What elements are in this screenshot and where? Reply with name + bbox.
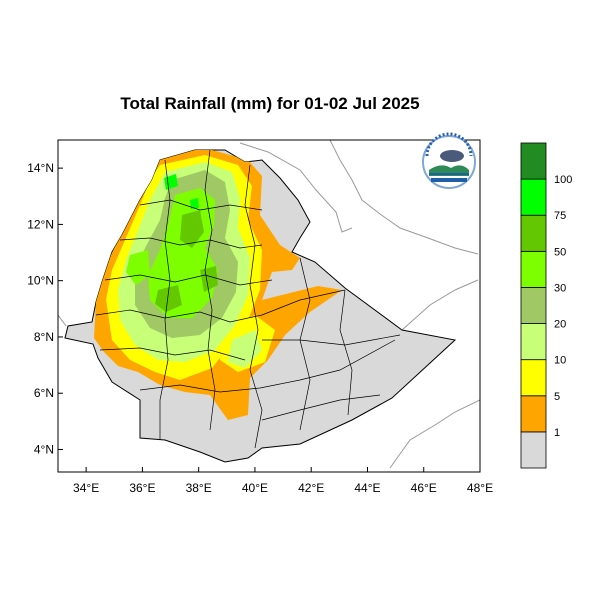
legend-swatch: [520, 395, 547, 433]
legend-label: 20: [554, 319, 566, 331]
x-tick-label: 36°E: [129, 481, 155, 495]
region-boundaries: [95, 150, 401, 449]
y-tick-label: 4°N: [34, 442, 54, 456]
legend-swatch: [520, 287, 547, 324]
map-frame: [57, 139, 481, 473]
legend-label: 10: [554, 355, 566, 367]
colorbar-legend: 1 5 10 20 30 50 75 100: [520, 142, 572, 469]
legend-label: 1: [554, 427, 560, 439]
x-tick-label: 34°E: [73, 481, 99, 495]
legend-label: 5: [554, 391, 560, 403]
legend-swatch: [520, 142, 547, 180]
rainfall-field: [94, 150, 342, 420]
axis-ticks: 34°E 36°E 38°E 40°E 42°E 44°E 46°E 48°E 14°N 12°N…: [27, 161, 493, 495]
y-tick-label: 8°N: [34, 330, 54, 344]
x-tick-label: 38°E: [186, 481, 212, 495]
legend-swatch: [520, 323, 547, 361]
legend-label: 30: [554, 282, 566, 294]
x-tick-label: 40°E: [242, 481, 268, 495]
legend-label: 100: [554, 174, 572, 186]
neighbor-boundaries: [58, 140, 480, 469]
x-tick-label: 44°E: [354, 481, 380, 495]
x-tick-label: 48°E: [467, 481, 493, 495]
legend-swatch: [520, 431, 547, 469]
agency-logo: [422, 132, 476, 189]
y-tick-label: 14°N: [27, 161, 54, 175]
legend-label: 75: [554, 210, 566, 222]
legend-swatch: [520, 359, 547, 397]
y-tick-label: 10°N: [27, 274, 54, 288]
y-tick-label: 6°N: [34, 386, 54, 400]
legend-swatch: [520, 214, 547, 252]
legend-swatch: [520, 178, 547, 216]
x-tick-label: 46°E: [411, 481, 437, 495]
legend-label: 50: [554, 246, 566, 258]
map-title: Total Rainfall (mm) for 01-02 Jul 2025: [120, 94, 420, 113]
legend-swatch: [520, 250, 547, 288]
x-tick-label: 42°E: [298, 481, 324, 495]
y-tick-label: 12°N: [27, 217, 54, 231]
